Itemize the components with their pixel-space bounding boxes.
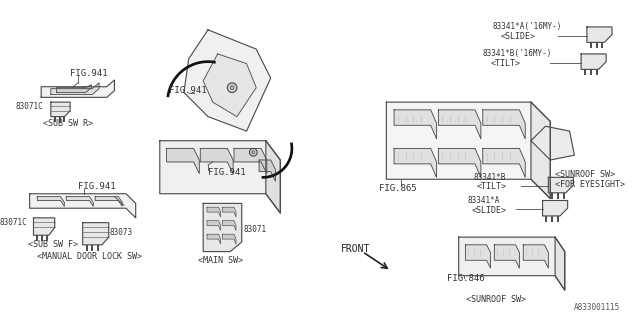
Polygon shape	[531, 102, 550, 199]
Text: 83071: 83071	[244, 225, 267, 234]
Polygon shape	[184, 30, 271, 131]
Polygon shape	[587, 27, 612, 42]
Polygon shape	[394, 110, 436, 139]
Polygon shape	[548, 177, 573, 193]
Polygon shape	[33, 218, 54, 235]
Text: <TILT>: <TILT>	[490, 59, 520, 68]
Polygon shape	[83, 223, 109, 245]
Polygon shape	[543, 201, 568, 216]
Text: 83071C: 83071C	[15, 101, 43, 110]
Polygon shape	[207, 221, 221, 230]
Text: 83341*B: 83341*B	[473, 173, 506, 182]
Text: 83071C: 83071C	[0, 218, 28, 227]
Text: <SLIDE>: <SLIDE>	[471, 206, 506, 215]
Text: <FOR EYESIGHT>: <FOR EYESIGHT>	[555, 180, 625, 188]
Polygon shape	[207, 234, 221, 244]
Polygon shape	[200, 148, 233, 173]
Polygon shape	[207, 207, 221, 217]
Polygon shape	[259, 160, 275, 181]
Circle shape	[227, 83, 237, 92]
Text: <SUB SW R>: <SUB SW R>	[43, 119, 93, 128]
Polygon shape	[223, 207, 236, 217]
Text: <SLIDE>: <SLIDE>	[500, 32, 535, 41]
Polygon shape	[37, 196, 65, 206]
Polygon shape	[394, 148, 436, 177]
Polygon shape	[51, 83, 99, 94]
Polygon shape	[160, 141, 280, 213]
Text: 83341*A: 83341*A	[467, 196, 500, 205]
Polygon shape	[29, 194, 136, 218]
Polygon shape	[465, 245, 490, 268]
Polygon shape	[438, 110, 481, 139]
Polygon shape	[223, 234, 236, 244]
Polygon shape	[41, 80, 115, 97]
Circle shape	[230, 86, 234, 90]
Polygon shape	[494, 245, 520, 268]
Text: <TILT>: <TILT>	[477, 182, 507, 191]
Circle shape	[250, 148, 257, 156]
Text: 83073: 83073	[109, 228, 132, 237]
Polygon shape	[203, 54, 256, 116]
Polygon shape	[203, 204, 242, 252]
Polygon shape	[459, 237, 564, 290]
Polygon shape	[56, 85, 92, 92]
Text: <SUNROOF SW>: <SUNROOF SW>	[467, 295, 526, 304]
Text: <SUNROOF SW>: <SUNROOF SW>	[555, 170, 615, 179]
Polygon shape	[581, 54, 606, 69]
Text: <MANUAL DOOR LOCK SW>: <MANUAL DOOR LOCK SW>	[37, 252, 142, 261]
Text: FIG.865: FIG.865	[379, 184, 416, 193]
Polygon shape	[166, 148, 199, 173]
Polygon shape	[95, 196, 122, 206]
Circle shape	[252, 151, 255, 154]
Text: FRONT: FRONT	[341, 244, 371, 254]
Polygon shape	[483, 148, 525, 177]
Polygon shape	[483, 110, 525, 139]
Text: FIG.941: FIG.941	[70, 69, 108, 78]
Polygon shape	[524, 245, 548, 268]
Text: FIG.846: FIG.846	[447, 274, 484, 283]
Polygon shape	[387, 102, 550, 199]
Polygon shape	[266, 141, 280, 213]
Polygon shape	[531, 126, 574, 160]
Text: FIG.941: FIG.941	[78, 181, 115, 190]
Polygon shape	[67, 196, 93, 206]
Text: 83341*B('16MY-): 83341*B('16MY-)	[483, 50, 552, 59]
Text: <MAIN SW>: <MAIN SW>	[198, 256, 243, 265]
Polygon shape	[223, 221, 236, 230]
Text: <SUB SW F>: <SUB SW F>	[28, 240, 77, 249]
Text: FIG.941: FIG.941	[208, 168, 246, 177]
Polygon shape	[51, 102, 70, 116]
Text: A833001115: A833001115	[573, 303, 620, 312]
Polygon shape	[555, 237, 564, 290]
Text: FIG.941: FIG.941	[170, 86, 207, 95]
Polygon shape	[234, 148, 267, 173]
Text: 83341*A('16MY-): 83341*A('16MY-)	[492, 22, 562, 31]
Polygon shape	[438, 148, 481, 177]
